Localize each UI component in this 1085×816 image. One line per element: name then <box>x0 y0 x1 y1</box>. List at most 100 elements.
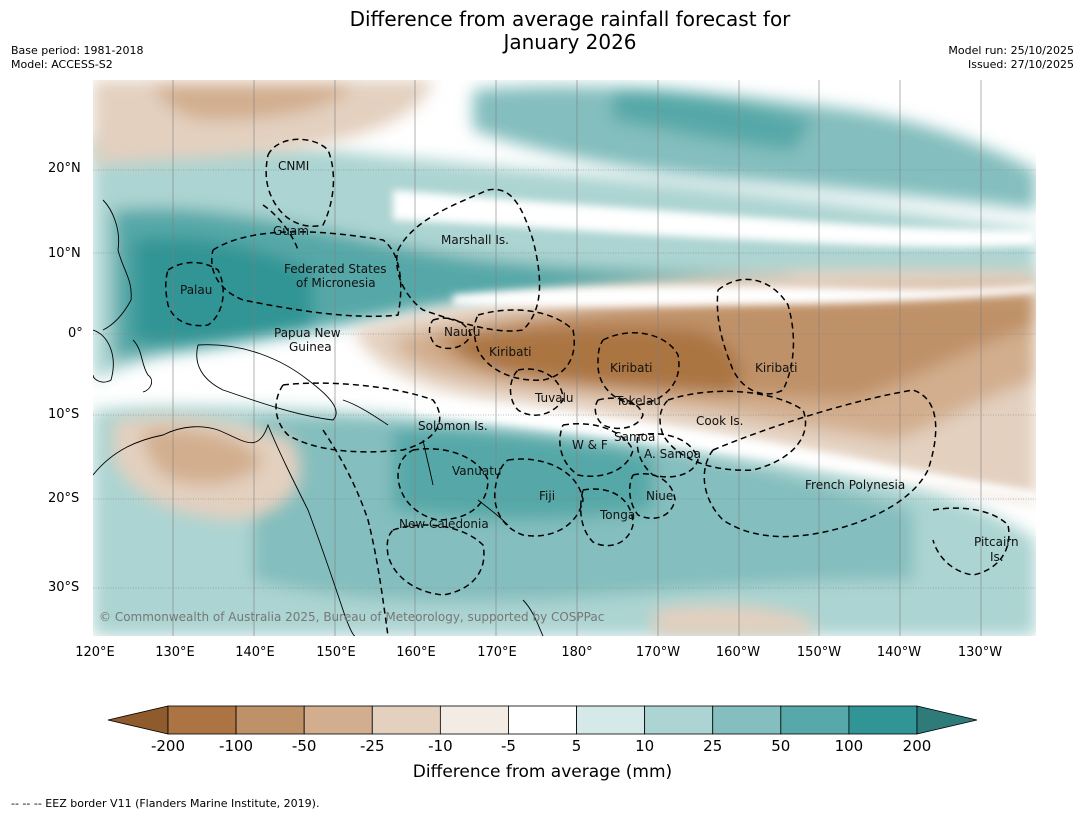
label-fsm-line2: of Micronesia <box>296 276 376 290</box>
wet-north-pacific-core <box>613 89 813 150</box>
colorbar-segment <box>508 705 577 735</box>
eez-nauru <box>428 317 472 350</box>
model-name: Model: ACCESS-S2 <box>11 58 113 71</box>
colorbar-segment <box>644 705 714 735</box>
lon-label-160w: 160°W <box>715 645 761 660</box>
wet-band-northwest <box>93 133 1036 380</box>
lon-label-180: 180° <box>561 645 593 660</box>
colorbar-tick-label: -200 <box>150 737 186 755</box>
coast-philippines <box>102 199 132 331</box>
normal-strip-north <box>393 190 1036 248</box>
label-fsm-line1: Federated States <box>284 262 387 276</box>
eez-fsm <box>211 231 402 318</box>
label-cook: Cook Is. <box>696 414 744 428</box>
colorbar-tick-label: 25 <box>703 737 723 755</box>
map-area[interactable]: CNMI Guam Marshall Is. Federated States … <box>93 80 1036 636</box>
dry-northwest-core <box>153 85 353 120</box>
eez-footnote: -- -- -- EEZ border V11 (Flanders Marine… <box>11 797 320 810</box>
label-new-caledonia: New Caledonia <box>399 517 489 531</box>
colorbar-tick-label: -25 <box>360 737 385 755</box>
label-kiribati-line: Kiribati <box>755 361 798 375</box>
rainfall-map <box>93 80 1036 636</box>
title-line-2: January 2026 <box>503 30 637 54</box>
label-tokelau: Tokelau <box>616 394 661 408</box>
lon-label-130w: 130°W <box>957 645 1003 660</box>
lon-label-170e: 170°E <box>477 645 517 660</box>
coast-sulawesi <box>132 339 153 393</box>
colorbar-segments <box>167 705 918 735</box>
colorbar-segment <box>576 705 646 735</box>
near-normal-layer <box>393 190 1036 500</box>
copyright-notice: © Commonwealth of Australia 2025, Bureau… <box>99 610 605 624</box>
coast-new-zealand <box>522 599 544 636</box>
eez-pitcairn <box>932 507 1010 576</box>
eez-cook <box>659 390 807 471</box>
lat-label-30s: 30°S <box>48 580 80 595</box>
eez-new-caledonia <box>386 524 485 596</box>
wet-anomaly-layer <box>93 86 1036 636</box>
eez-niue <box>628 473 676 519</box>
label-tuvalu: Tuvalu <box>535 391 574 405</box>
lat-label-20n: 20°N <box>48 161 81 176</box>
lon-label-140e: 140°E <box>235 645 275 660</box>
label-marshall: Marshall Is. <box>441 233 509 247</box>
lon-label-120e: 120°E <box>75 645 115 660</box>
eez-kiribati-line <box>716 278 795 395</box>
lat-label-20s: 20°S <box>48 491 80 506</box>
label-png-line1: Papua New <box>274 326 341 340</box>
colorbar-tick-label: -50 <box>291 737 317 755</box>
coastlines <box>93 199 544 636</box>
eez-borders <box>165 138 1010 636</box>
label-solomon: Solomon Is. <box>418 419 488 433</box>
colorbar-segment <box>371 705 441 735</box>
coast-borneo <box>93 329 114 383</box>
colorbar-tick-label: 200 <box>902 737 932 755</box>
label-niue: Niue <box>646 489 674 503</box>
lon-label-130e: 130°E <box>155 645 195 660</box>
colorbar-segment <box>439 705 509 735</box>
label-nauru: Nauru <box>444 325 481 339</box>
label-wallis-futuna: W & F <box>572 438 608 452</box>
label-american-samoa: A. Samoa <box>644 447 701 461</box>
map-title: Difference from average rainfall forecas… <box>0 8 1085 54</box>
base-period: Base period: 1981-2018 <box>11 44 144 57</box>
colorbar <box>107 705 978 735</box>
eez-american-samoa <box>636 433 699 478</box>
label-png-line2: Guinea <box>289 340 332 354</box>
label-guam: Guam <box>273 224 309 238</box>
eez-kiribati-phoenix <box>597 332 680 406</box>
colorbar-extend-high <box>916 705 978 735</box>
eez-wallis-samoa <box>559 423 634 477</box>
eez-tuvalu <box>509 368 564 416</box>
colorbar-tick-label: 10 <box>635 737 655 755</box>
meta-left: Base period: 1981-2018 Model: ACCESS-S2 <box>11 44 143 72</box>
eez-solomon <box>275 382 441 453</box>
colorbar-tick-label: 5 <box>571 737 582 755</box>
normal-strip-spcz <box>413 400 1036 500</box>
coast-vanuatu <box>422 439 434 486</box>
lon-label-140w: 140°W <box>876 645 922 660</box>
colorbar-tick-label: -100 <box>219 737 254 755</box>
label-vanuatu: Vanuatu <box>452 464 502 478</box>
title-line-1: Difference from average rainfall forecas… <box>349 7 791 31</box>
colorbar-extend-low <box>107 705 169 735</box>
eez-guam <box>262 204 299 251</box>
colorbar-segment <box>780 705 850 735</box>
colorbar-segment <box>167 705 237 735</box>
colorbar-segment <box>712 705 782 735</box>
eez-marshall <box>396 188 541 332</box>
dry-equatorial-core <box>453 327 741 395</box>
wet-spcz-core <box>393 428 653 520</box>
normal-strip-equator <box>453 285 1036 307</box>
colorbar-segment <box>235 705 305 735</box>
coast-new-guinea <box>196 344 337 421</box>
colorbar-segment <box>303 705 373 735</box>
colorbar-tick-label: 100 <box>834 737 864 755</box>
label-pitcairn-line2: Is. <box>990 550 1004 564</box>
eez-palau <box>165 261 224 327</box>
label-samoa: Samoa <box>614 430 656 444</box>
label-tonga: Tonga <box>600 508 636 522</box>
label-kiribati-gilbert: Kiribati <box>489 345 532 359</box>
coast-australia <box>93 423 356 636</box>
coast-solomons <box>342 399 389 426</box>
